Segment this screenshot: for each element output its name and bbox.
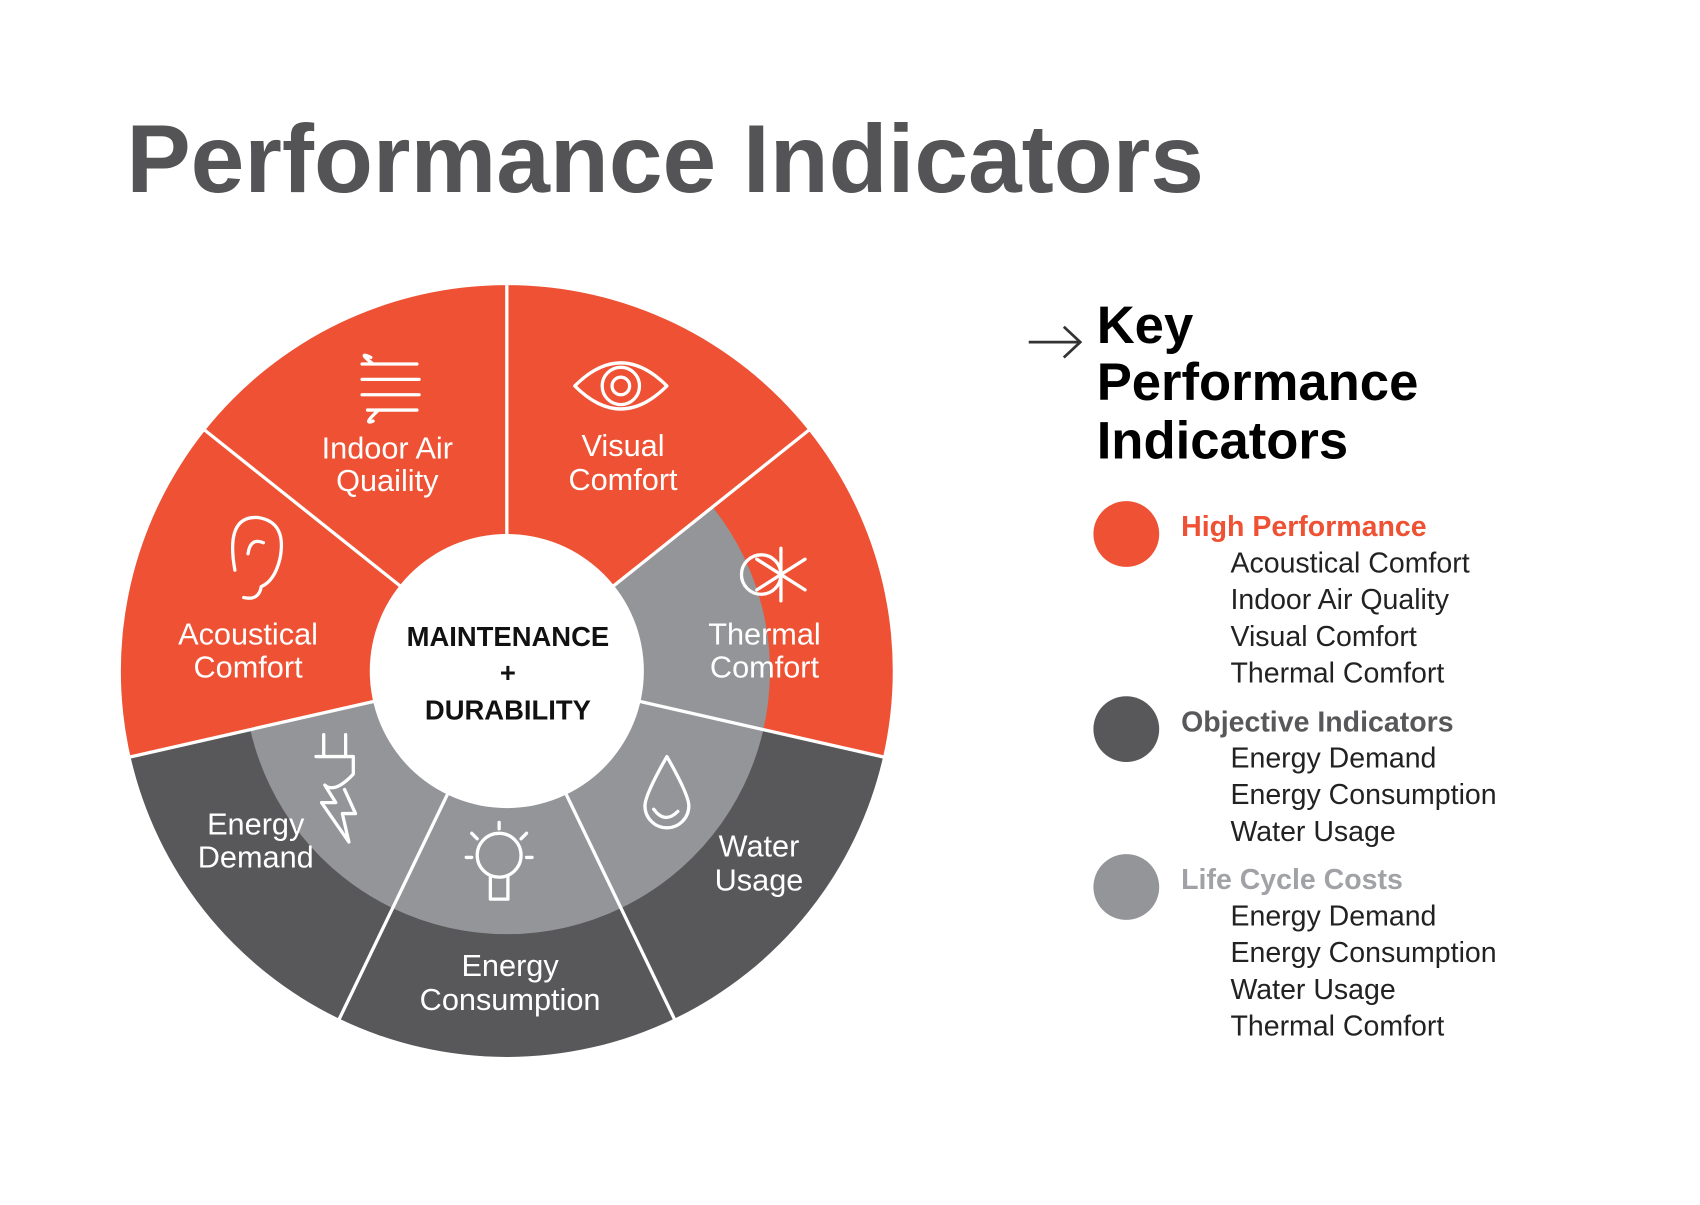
segment-label: Consumption bbox=[420, 982, 601, 1017]
center-text: DURABILITY bbox=[425, 694, 591, 725]
segment-label: Usage bbox=[715, 862, 804, 897]
legend-title: Key bbox=[1097, 296, 1194, 355]
icons bbox=[230, 353, 807, 901]
segment-label: Comfort bbox=[193, 650, 303, 685]
segment-label: Quaility bbox=[336, 463, 439, 498]
arrow bbox=[1028, 325, 1083, 359]
legend-item: Acoustical Comfort bbox=[1230, 547, 1469, 579]
legend-swatch bbox=[1093, 696, 1160, 763]
legend-swatch bbox=[1093, 501, 1160, 567]
legend-heading: Life Cycle Costs bbox=[1181, 864, 1403, 896]
center-circle bbox=[369, 533, 644, 809]
legend-item: Energy Consumption bbox=[1230, 937, 1496, 969]
legend-item: Indoor Air Quality bbox=[1230, 584, 1449, 616]
segment-label: Demand bbox=[198, 839, 314, 874]
center-text: MAINTENANCE bbox=[407, 621, 610, 652]
legend: High Performance Acoustical Comfort Indoor… bbox=[1093, 501, 1497, 1043]
legend-item: Water Usage bbox=[1230, 974, 1395, 1006]
legend-item: Visual Comfort bbox=[1230, 621, 1416, 653]
legend-title: Performance bbox=[1097, 353, 1419, 412]
segment-label: Acoustical bbox=[178, 617, 318, 652]
legend-heading: Objective Indicators bbox=[1181, 706, 1453, 738]
segment-label: Comfort bbox=[710, 650, 820, 685]
legend-heading: High Performance bbox=[1181, 511, 1426, 543]
segment-label: Thermal bbox=[708, 617, 821, 652]
segment-label: Visual bbox=[582, 428, 665, 463]
title: Performance Indicators bbox=[126, 106, 1204, 213]
center-text: + bbox=[500, 657, 516, 688]
legend-item: Energy Consumption bbox=[1230, 779, 1496, 811]
legend-swatch bbox=[1093, 854, 1160, 920]
segment-label: Indoor Air bbox=[322, 430, 453, 465]
legend-item: Energy Demand bbox=[1230, 900, 1436, 932]
legend-item: Thermal Comfort bbox=[1230, 658, 1444, 690]
segment-label: Water bbox=[719, 828, 800, 863]
segment-label: Energy bbox=[461, 948, 559, 983]
segment-label: Energy bbox=[207, 806, 305, 841]
legend-title: Indicators bbox=[1097, 411, 1348, 470]
legend-item: Energy Demand bbox=[1230, 743, 1436, 775]
legend-item: Thermal Comfort bbox=[1230, 1011, 1444, 1043]
segment-label: Comfort bbox=[568, 462, 678, 497]
legend-item: Water Usage bbox=[1230, 816, 1395, 848]
